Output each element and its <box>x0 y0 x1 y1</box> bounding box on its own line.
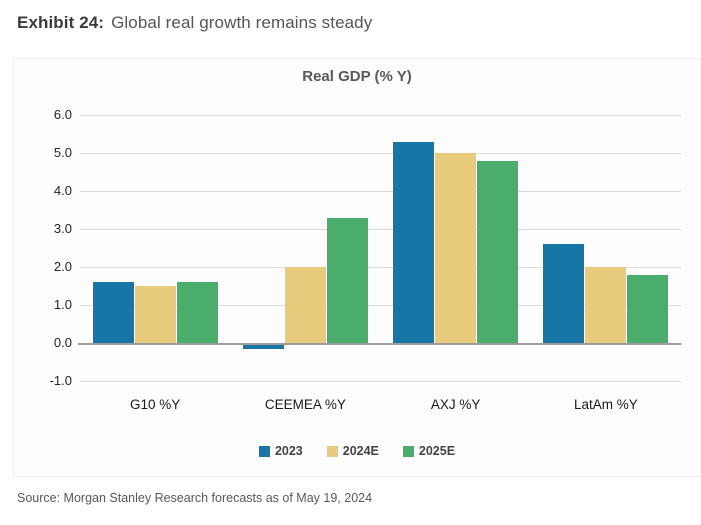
gridline <box>80 191 681 192</box>
bar-latam-y-2025e <box>627 274 669 343</box>
gridline <box>80 381 681 382</box>
x-axis-label-ceemea-y: CEEMEA %Y <box>264 397 346 412</box>
bar-axj-y-2024e <box>435 153 477 343</box>
y-tick-label: 3.0 <box>53 221 72 236</box>
exhibit-label: Exhibit 24: <box>17 13 105 32</box>
chart-legend: 2023 2024E 2025E <box>14 444 700 458</box>
bar-ceemea-y-2025e <box>326 217 368 343</box>
y-tick-label: 4.0 <box>53 183 72 198</box>
source-note: Source: Morgan Stanley Research forecast… <box>17 491 373 505</box>
x-axis-label-axj-y: AXJ %Y <box>430 397 481 412</box>
exhibit-header: Exhibit 24: Global real growth remains st… <box>17 13 372 33</box>
gridline <box>80 305 681 306</box>
gridline <box>80 267 681 268</box>
plot-area: 6.0 5.0 4.0 3.0 2.0 1.0 0.0 -1.0 G10 %Y CEEMEA %Y… <box>50 96 681 412</box>
legend-swatch-2023 <box>258 445 270 457</box>
bar-g10-y-2024e <box>134 286 176 343</box>
bar-g10-y-2023 <box>92 282 134 343</box>
bar-ceemea-y-2023 <box>242 345 284 349</box>
zero-axis-line <box>78 343 681 345</box>
x-axis-label-latam-y: LatAm %Y <box>573 397 638 412</box>
legend-item-2023: 2023 <box>258 444 303 458</box>
legend-label-2025e: 2025E <box>418 444 456 458</box>
y-tick-label: 6.0 <box>53 107 72 122</box>
y-tick-label: -1.0 <box>49 373 72 388</box>
x-axis-label-g10-y: G10 %Y <box>129 397 181 412</box>
bar-latam-y-2023 <box>543 244 585 343</box>
gridline <box>80 115 681 116</box>
y-tick-label: 5.0 <box>53 145 72 160</box>
legend-label-2023: 2023 <box>274 444 303 458</box>
legend-item-2025e: 2025E <box>402 444 456 458</box>
bar-axj-y-2025e <box>477 160 519 343</box>
bar-axj-y-2023 <box>393 141 435 343</box>
chart-title: Real GDP (% Y) <box>302 68 412 85</box>
bar-ceemea-y-2024e <box>284 267 326 343</box>
exhibit-title: Global real growth remains steady <box>111 13 373 32</box>
bar-g10-y-2025e <box>176 282 218 343</box>
bar-latam-y-2024e <box>585 267 627 343</box>
legend-swatch-2024e <box>326 445 338 457</box>
gridline <box>80 153 681 154</box>
y-tick-label: 1.0 <box>53 297 72 312</box>
chart-card: Real GDP (% Y) 6.0 5.0 4.0 3.0 2.0 1.0 0.0 -1.0… <box>13 58 701 477</box>
gridline <box>80 229 681 230</box>
legend-swatch-2025e <box>402 445 414 457</box>
legend-label-2024e: 2024E <box>342 444 379 458</box>
y-tick-label: 0.0 <box>53 335 72 350</box>
legend-item-2024e: 2024E <box>326 444 379 458</box>
y-tick-label: 2.0 <box>53 259 72 274</box>
